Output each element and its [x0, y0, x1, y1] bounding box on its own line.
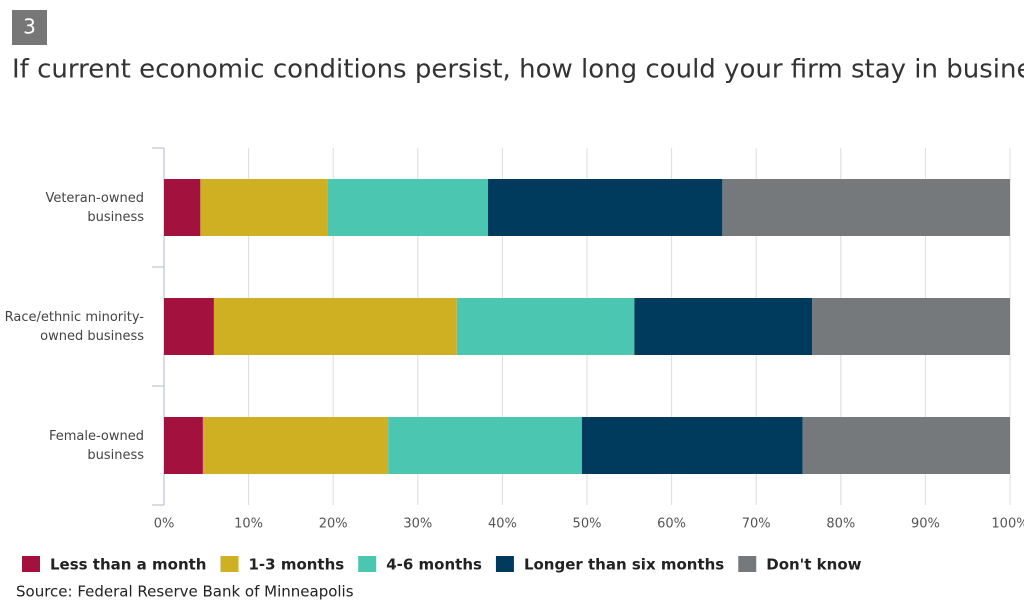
bar-segment [634, 298, 813, 355]
legend-label: Longer than six months [524, 556, 724, 574]
legend-label: 1-3 months [249, 556, 345, 574]
y-tick-label: Veteran-owned business [45, 191, 144, 225]
figure-number: 3 [23, 15, 36, 39]
bar-segment [164, 179, 201, 236]
legend-label: Don't know [766, 556, 861, 574]
bar-segment [200, 179, 328, 236]
x-tick-label: 10% [234, 517, 263, 532]
chart-title: If current economic conditions persist, … [12, 55, 1024, 85]
bar-segment [388, 417, 582, 474]
legend-swatch [358, 556, 377, 572]
legend-label: Less than a month [50, 556, 207, 574]
legend-swatch [220, 556, 239, 572]
y-tick-label: Race/ethnic minority-owned business [5, 310, 145, 344]
legend-swatch [22, 556, 40, 572]
bar-segment [202, 417, 389, 474]
bar-segment [213, 298, 457, 355]
bar-segment [164, 298, 214, 355]
bar-segment [488, 179, 723, 236]
bar-segment [802, 417, 1010, 474]
x-tick-label: 0% [154, 517, 175, 532]
x-tick-label: 30% [403, 517, 432, 532]
x-tick-label: 20% [319, 517, 348, 532]
legend-swatch [738, 556, 757, 572]
bar-segment [581, 417, 803, 474]
x-tick-label: 80% [826, 517, 855, 532]
figure-badge [12, 10, 47, 45]
legend-swatch [495, 556, 514, 572]
bar-segment [722, 179, 1010, 236]
x-tick-label: 70% [742, 517, 771, 532]
x-tick-label: 40% [488, 517, 517, 532]
y-tick-label: Female-owned business [49, 429, 144, 463]
x-tick-label: 60% [657, 517, 686, 532]
x-tick-label: 50% [573, 517, 602, 532]
x-tick-label: 90% [911, 517, 940, 532]
legend-label: 4-6 months [386, 556, 482, 574]
bar-segment [456, 298, 635, 355]
bar-segment [164, 417, 203, 474]
bar-segment [812, 298, 1010, 355]
bar-segment [327, 179, 489, 236]
source: Source: Federal Reserve Bank of Minneapo… [16, 583, 354, 601]
x-tick-label: 100% [991, 517, 1024, 532]
